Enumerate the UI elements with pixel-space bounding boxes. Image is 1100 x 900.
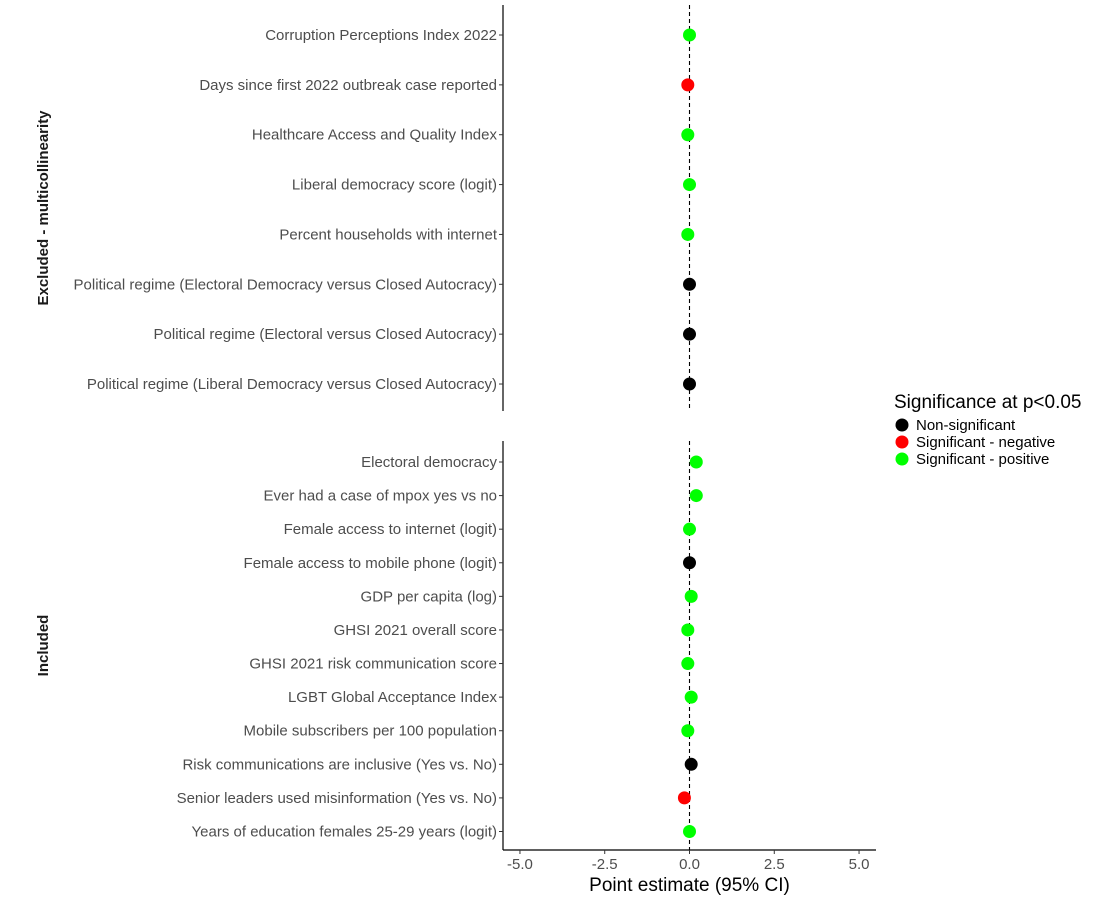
y-tick-label: Senior leaders used misinformation (Yes … [177,790,497,807]
data-point [684,589,698,603]
legend-label: Significant - negative [916,434,1055,451]
data-point [681,128,695,142]
legend-key [895,452,909,466]
legend: Significance at p<0.05 Non-significantSi… [894,392,1082,468]
y-tick-label: Female access to mobile phone (logit) [244,555,497,572]
y-tick-label: Electoral democracy [361,454,497,471]
data-point [684,757,698,771]
data-point [683,277,696,291]
y-tick-label: GDP per capita (log) [361,588,497,605]
data-point [683,28,696,42]
y-tick-label: Percent households with internet [279,226,497,243]
legend-key [895,418,909,432]
plot-area: Excluded - multicollinearity Corruption P… [35,5,876,896]
y-tick-label: Years of education females 25-29 years (… [192,823,497,840]
y-tick-label: LGBT Global Acceptance Index [288,689,498,706]
y-tick-label: Ever had a case of mpox yes vs no [264,488,497,505]
x-tick-label: 2.5 [764,856,785,873]
x-tick-label: -5.0 [507,856,533,873]
legend-key [895,435,909,449]
legend-title: Significance at p<0.05 [894,392,1082,413]
y-tick-label: Mobile subscribers per 100 population [244,723,497,740]
y-tick-label: Corruption Perceptions Index 2022 [265,27,497,44]
data-point [681,623,695,637]
data-point [683,556,696,570]
data-point [683,178,696,192]
data-point [689,489,703,503]
legend-label: Non-significant [916,417,1016,434]
facet-strip-label: Excluded - multicollinearity [35,110,52,306]
x-tick-label: 0.0 [679,856,700,873]
data-point [677,791,691,805]
data-point [683,377,696,391]
y-tick-label: GHSI 2021 risk communication score [249,656,497,673]
y-tick-label: Political regime (Liberal Democracy vers… [87,376,497,393]
y-tick-label: Political regime (Electoral versus Close… [154,326,497,343]
data-point [681,227,695,241]
data-point [683,522,696,536]
data-point [681,78,695,92]
data-point [681,657,695,671]
data-point [684,690,698,704]
y-tick-label: Healthcare Access and Quality Index [252,127,498,144]
y-tick-label: Female access to internet (logit) [284,521,497,538]
facet-strip-label: Included [35,615,52,677]
data-point [683,824,696,838]
x-axis-title: Point estimate (95% CI) [589,875,790,896]
data-point [681,724,695,738]
data-point [689,455,703,469]
y-tick-label: Political regime (Electoral Democracy ve… [74,276,497,293]
x-tick-label: 5.0 [849,856,870,873]
y-tick-label: GHSI 2021 overall score [334,622,497,639]
y-tick-label: Risk communications are inclusive (Yes v… [182,756,497,773]
legend-label: Significant - positive [916,451,1049,468]
y-tick-label: Liberal democracy score (logit) [292,177,497,194]
x-tick-label: -2.5 [592,856,618,873]
y-tick-label: Days since first 2022 outbreak case repo… [199,77,497,94]
data-point [683,327,696,341]
